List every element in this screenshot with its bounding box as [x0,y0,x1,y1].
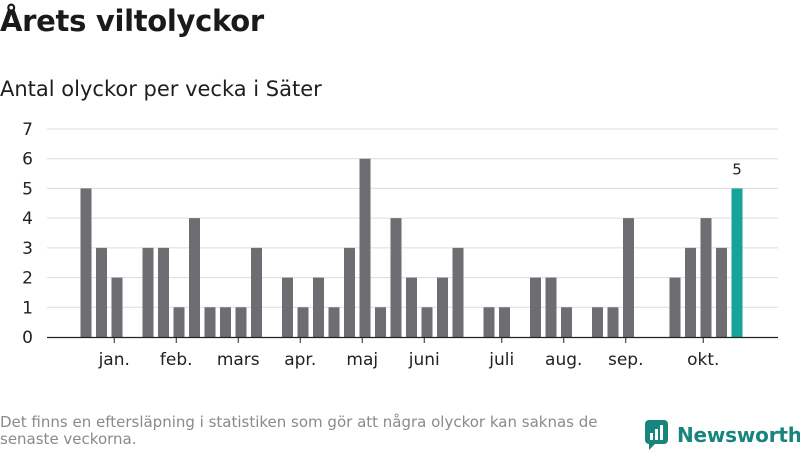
x-tick-label: apr. [284,350,316,370]
chart-title: Årets viltolyckor [0,4,264,38]
bar [669,277,681,337]
bar [220,307,231,337]
bar [204,307,216,337]
x-tick-label: sep. [608,350,644,370]
bar [189,218,200,337]
bar [716,247,727,337]
bar [406,277,417,337]
brand-name: Newsworthy [677,423,800,447]
x-tick-label: juli [488,350,514,370]
bar [499,307,510,337]
bar [530,277,541,337]
x-tick-label: jan. [98,350,130,370]
bar [111,277,123,337]
footnote: Det finns en eftersläpning i statistiken… [0,413,598,448]
bar [328,307,340,337]
brand-logo: Newsworthy [645,420,800,450]
bar [545,277,557,337]
x-tick-label: mars [217,350,260,370]
bar [623,218,634,337]
bar [96,247,107,337]
y-tick-label: 1 [22,298,33,318]
bar [437,277,448,337]
bar [142,247,154,337]
bar [359,158,371,337]
bar [483,307,495,337]
bar-highlight [731,188,743,337]
bar [282,277,293,337]
x-tick-label: aug. [545,350,582,370]
chart-subtitle: Antal olyckor per vecka i Säter [0,77,322,101]
x-tick-label: okt. [687,350,719,370]
bar [561,307,572,337]
bar [421,307,433,337]
x-tick-label: juni [408,350,440,370]
bar [80,188,92,337]
bar [297,307,309,337]
y-tick-label: 5 [22,179,33,199]
bar [685,247,696,337]
bar [235,307,247,337]
bar [344,247,355,337]
bar [173,307,185,337]
y-tick-label: 7 [22,120,33,140]
bar [251,247,262,337]
data-label: 5 [732,160,742,178]
bar [313,277,324,337]
bar [452,247,464,337]
bar [390,218,402,337]
y-tick-label: 6 [22,150,33,170]
y-tick-label: 2 [22,269,33,289]
y-tick-label: 3 [22,239,33,259]
bar [375,307,386,337]
x-tick-label: feb. [160,350,193,370]
bar [592,307,603,337]
y-tick-label: 0 [22,328,33,348]
x-tick-label: maj [346,350,378,370]
bar [158,247,169,337]
newsworthy-logo-icon [645,420,668,450]
y-tick-label: 4 [22,209,33,229]
bar [607,307,619,337]
bar [700,218,712,337]
